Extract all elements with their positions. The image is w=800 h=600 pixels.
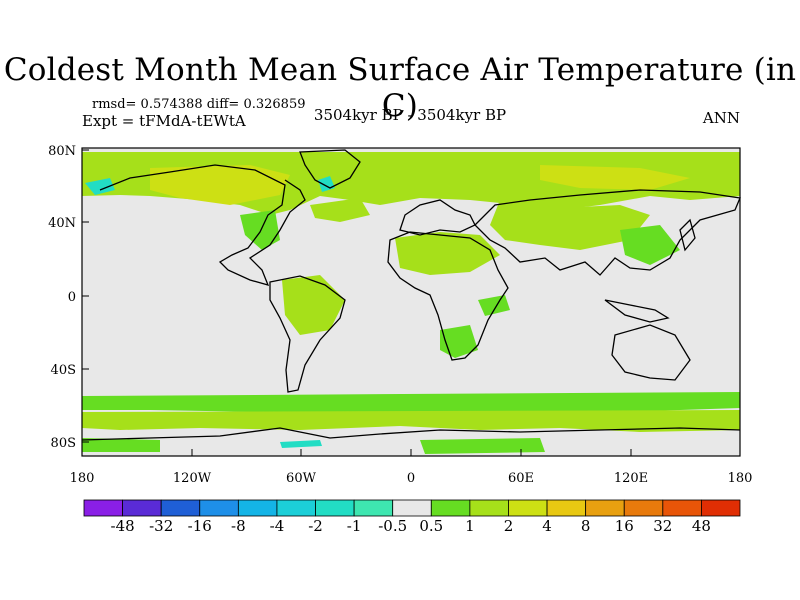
- colorbar-label: 0.5: [419, 517, 444, 535]
- field-antarctic-cool: [280, 440, 322, 448]
- colorbar-swatch: [430, 499, 471, 517]
- stats-text: rmsd= 0.574388 diff= 0.326859: [92, 97, 306, 112]
- chart-title: Coldest Month Mean Surface Air Temperatu…: [3, 52, 797, 124]
- colorbar-label: 1: [465, 517, 475, 535]
- colorbar-label: 32: [653, 517, 673, 535]
- colorbar-label: -2: [308, 517, 323, 535]
- x-axis: 180 120W 60W 0 60E 120E 180: [70, 449, 753, 486]
- field-south-america: [282, 275, 345, 335]
- colorbar-label: -1: [346, 517, 362, 535]
- colorbar-swatch: [276, 499, 316, 517]
- x-tick-label: 180: [728, 471, 753, 486]
- colorbar-label: -0.5: [378, 517, 408, 535]
- coast-europe: [399, 199, 476, 236]
- colorbar-swatch: [353, 499, 394, 517]
- field-antarctic-warm: [420, 438, 545, 454]
- field-southern-ocean-2: [82, 410, 740, 432]
- colorbar-swatch: [122, 499, 162, 517]
- colorbar-swatch: [585, 499, 625, 517]
- x-tick-label: 120W: [173, 471, 212, 486]
- colorbar-swatch: [546, 499, 587, 517]
- coast-asia: [474, 189, 741, 276]
- colorbar-label: -8: [231, 517, 246, 535]
- colorbar-label: -48: [110, 517, 135, 535]
- field-north-canada: [150, 165, 290, 205]
- x-tick-label: 0: [407, 471, 415, 486]
- y-tick-label: 80S: [51, 436, 76, 451]
- y-axis: 80N 40N 0 40S 80S: [48, 144, 89, 451]
- coast-south-america: [269, 275, 346, 393]
- y-tick-label: 80N: [48, 144, 76, 159]
- x-tick-label: 180: [70, 471, 95, 486]
- field-sahara: [395, 232, 500, 275]
- colorbar-label: 48: [691, 517, 711, 535]
- coast-north-america: [99, 164, 306, 286]
- coast-greenland: [299, 149, 361, 189]
- y-tick-label: 0: [68, 290, 76, 305]
- colorbar-label: 2: [503, 517, 514, 535]
- coast-indonesia: [604, 299, 670, 323]
- colorbar-label: -16: [187, 517, 212, 535]
- period-label: 3504kyr BP - 3504kyr BP: [313, 106, 507, 124]
- colorbar-label: 16: [614, 517, 634, 535]
- colorbar-swatch: [315, 499, 355, 517]
- colorbar: [83, 499, 741, 517]
- colorbar-swatch: [662, 499, 702, 517]
- coast-australia: [611, 324, 691, 381]
- colorbar-swatch: [701, 499, 741, 517]
- x-tick-label: 60E: [508, 471, 534, 486]
- colorbar-swatch: [508, 499, 548, 517]
- field-east-africa: [478, 295, 510, 316]
- season-label: ANN: [702, 109, 740, 127]
- colorbar-swatch: [83, 499, 123, 517]
- x-tick-label: 120E: [614, 471, 648, 486]
- colorbar-swatch: [237, 499, 278, 517]
- colorbar-swatch: [469, 499, 509, 517]
- field-antarctic-warm-2: [82, 438, 160, 452]
- y-tick-label: 40S: [51, 363, 76, 378]
- field-north-atlantic: [310, 198, 370, 222]
- y-tick-label: 40N: [48, 216, 76, 231]
- colorbar-swatch: [392, 499, 432, 517]
- field-southern-ocean-1: [82, 392, 740, 416]
- experiment-label: Expt = tFMdA-tEWtA: [82, 112, 246, 130]
- coastlines: [81, 149, 741, 441]
- colorbar-swatch: [160, 499, 201, 517]
- anomaly-fields: [82, 152, 740, 454]
- colorbar-swatch: [199, 499, 239, 517]
- x-tick-label: 60W: [286, 471, 317, 486]
- field-north-siberia: [540, 165, 690, 190]
- colorbar-label: 8: [580, 517, 591, 535]
- field-south-africa: [440, 325, 478, 358]
- colorbar-label: -4: [269, 517, 285, 535]
- colorbar-label: 4: [542, 517, 552, 535]
- field-east-us: [240, 210, 280, 250]
- field-alaska-cool: [85, 178, 115, 195]
- coast-japan: [679, 218, 696, 252]
- field-asia: [490, 200, 650, 250]
- coast-africa: [387, 231, 509, 361]
- coast-antarctica: [81, 427, 741, 441]
- colorbar-swatch: [623, 499, 664, 517]
- field-east-asia: [620, 225, 680, 265]
- colorbar-label: -32: [149, 517, 174, 535]
